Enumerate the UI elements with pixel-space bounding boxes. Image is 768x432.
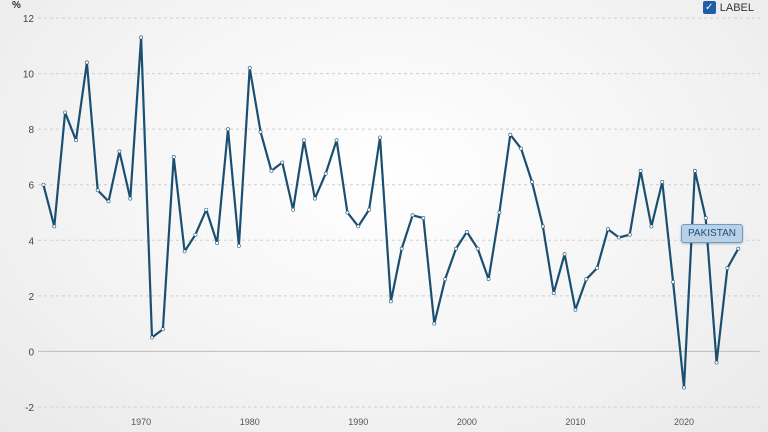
data-point	[236, 243, 241, 248]
data-point	[117, 149, 122, 154]
y-tick-label: 2	[28, 292, 34, 303]
data-point	[725, 266, 730, 270]
data-point	[95, 188, 100, 193]
x-tick-label: 1980	[240, 417, 260, 427]
data-point	[41, 182, 46, 187]
data-point	[540, 224, 545, 229]
data-point	[84, 60, 89, 65]
data-point	[464, 230, 469, 234]
data-point	[595, 266, 600, 270]
data-point	[454, 246, 458, 251]
data-point	[530, 180, 534, 184]
data-point	[692, 168, 697, 173]
data-point	[508, 132, 513, 137]
x-tick-label: 1990	[348, 417, 368, 427]
series-name-tag[interactable]: PAKISTAN	[681, 224, 743, 243]
y-tick-label: -2	[25, 403, 34, 414]
data-point	[627, 232, 632, 237]
data-point	[432, 321, 437, 326]
legend-toggle[interactable]: ✓ LABEL	[702, 1, 754, 14]
data-point	[378, 135, 382, 140]
data-point	[671, 280, 676, 284]
legend-label: LABEL	[719, 1, 754, 14]
data-point	[280, 160, 285, 165]
y-tick-label: 0	[28, 347, 34, 358]
y-tick-label: 8	[28, 125, 34, 136]
data-point	[139, 35, 144, 40]
data-point	[638, 168, 643, 173]
data-point	[52, 224, 57, 229]
x-tick-label: 2020	[674, 417, 694, 427]
data-point	[367, 207, 372, 212]
data-point	[410, 213, 415, 218]
data-point	[703, 216, 708, 220]
data-point	[388, 299, 393, 304]
x-tick-labels: 1970 1980 1990 2000 2010 2020	[131, 417, 694, 427]
data-point	[736, 246, 741, 251]
data-point	[247, 66, 252, 70]
data-point	[215, 241, 220, 245]
data-point	[486, 277, 491, 282]
data-point	[551, 291, 556, 295]
x-tick-label: 2010	[565, 417, 585, 427]
data-point	[443, 277, 448, 282]
x-tick-label: 2000	[457, 417, 477, 427]
data-point	[399, 246, 404, 251]
data-point	[660, 180, 665, 184]
data-point	[334, 138, 339, 143]
checkbox-icon[interactable]: ✓	[702, 1, 716, 14]
y-tick-label: 12	[23, 14, 35, 25]
data-point	[312, 196, 317, 201]
data-point	[226, 127, 230, 132]
y-axis-unit-label: %	[12, 0, 21, 11]
data-point	[606, 227, 610, 232]
y-tick-label: 4	[28, 236, 34, 247]
y-tick-labels: -2 0 2 4 6 8 10 12	[23, 14, 35, 414]
data-point	[573, 307, 578, 312]
data-point	[258, 130, 263, 134]
data-points	[41, 35, 741, 390]
data-point	[160, 327, 165, 332]
data-point	[63, 110, 68, 115]
data-point	[302, 138, 306, 143]
x-tick-label: 1970	[131, 417, 151, 427]
data-point	[497, 210, 502, 215]
data-point	[171, 155, 176, 159]
data-point	[106, 199, 111, 204]
data-point	[519, 146, 524, 151]
data-point	[269, 168, 274, 173]
data-point	[74, 138, 78, 143]
data-point	[345, 210, 350, 215]
data-point	[204, 207, 209, 212]
data-point	[714, 360, 719, 365]
data-point	[182, 249, 187, 254]
data-point	[291, 207, 296, 212]
data-point	[616, 235, 621, 240]
gridlines	[38, 17, 760, 408]
series-line-pakistan	[42, 36, 740, 389]
y-tick-label: 10	[23, 70, 35, 81]
data-point	[584, 277, 589, 282]
data-point	[128, 196, 133, 201]
data-point	[475, 246, 480, 251]
data-point	[150, 335, 154, 340]
data-point	[356, 224, 361, 229]
data-point	[562, 252, 567, 257]
data-point	[421, 216, 426, 220]
y-tick-label: 6	[28, 181, 34, 192]
data-point	[649, 224, 654, 229]
data-point	[682, 385, 686, 390]
data-point	[193, 232, 198, 237]
data-point	[323, 171, 328, 176]
